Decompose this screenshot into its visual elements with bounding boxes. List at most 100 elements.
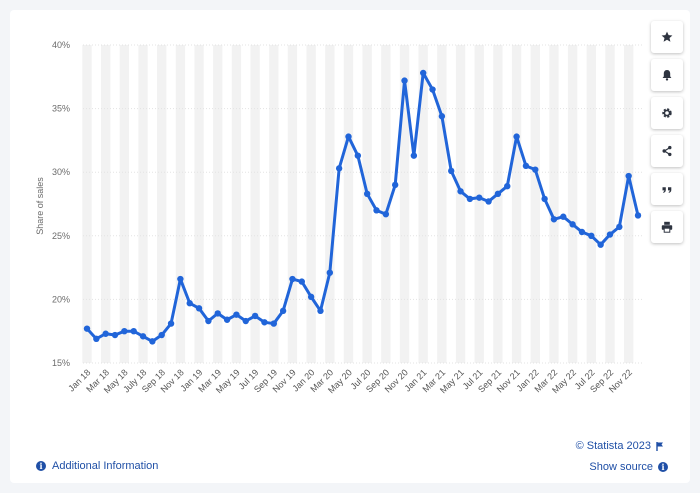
data-point[interactable] (560, 213, 567, 220)
data-point[interactable] (532, 166, 539, 173)
data-point[interactable] (270, 320, 277, 327)
data-point[interactable] (186, 300, 193, 307)
data-point[interactable] (485, 198, 492, 205)
data-point[interactable] (616, 223, 623, 231)
chart-toolbar (651, 21, 683, 249)
data-point[interactable] (578, 228, 586, 236)
data-point[interactable] (569, 221, 576, 228)
data-point[interactable] (111, 331, 119, 339)
data-point[interactable] (205, 317, 212, 325)
data-point[interactable] (195, 305, 203, 312)
data-point[interactable] (326, 269, 334, 276)
data-point[interactable] (261, 319, 268, 326)
data-point[interactable] (448, 167, 455, 175)
data-point[interactable] (373, 207, 380, 214)
data-point[interactable] (606, 231, 614, 238)
print-button[interactable] (651, 211, 683, 243)
data-point[interactable] (476, 194, 483, 201)
data-point[interactable] (345, 133, 352, 140)
data-point[interactable] (429, 86, 436, 93)
column-band (119, 45, 130, 363)
data-point[interactable] (279, 307, 287, 315)
column-band (493, 45, 503, 363)
y-tick-label: 40% (52, 40, 70, 50)
data-point[interactable] (382, 210, 390, 218)
data-point[interactable] (242, 317, 249, 325)
data-point[interactable] (522, 162, 530, 170)
column-band (306, 45, 316, 363)
column-band (474, 45, 484, 363)
data-point[interactable] (625, 172, 632, 180)
data-point[interactable] (289, 275, 296, 283)
data-point[interactable] (317, 307, 324, 315)
data-point[interactable] (223, 316, 231, 323)
chart-card: 15% 20% 25% 30% 35% 40% Share of sales Jan 18… (10, 10, 690, 483)
data-point[interactable] (158, 331, 165, 339)
data-point[interactable] (466, 195, 474, 203)
data-point[interactable] (102, 330, 109, 337)
data-point[interactable] (438, 113, 446, 120)
data-point[interactable] (139, 333, 147, 340)
column-band (250, 45, 260, 363)
notification-button[interactable] (651, 59, 683, 91)
column-band (138, 45, 148, 363)
y-tick-label: 20% (52, 294, 70, 304)
data-point[interactable] (597, 241, 604, 248)
info-icon: i (36, 461, 46, 471)
copyright[interactable]: © Statista 2023 (576, 440, 664, 452)
favorite-button[interactable] (651, 21, 683, 53)
additional-information-link[interactable]: i Additional Information (36, 460, 158, 472)
column-band (325, 45, 335, 363)
column-band (157, 45, 167, 363)
data-point[interactable] (298, 278, 305, 285)
data-point[interactable] (550, 216, 558, 223)
data-point[interactable] (513, 133, 520, 140)
data-point[interactable] (177, 275, 184, 283)
data-point[interactable] (83, 325, 91, 332)
data-point[interactable] (214, 310, 221, 317)
column-band (605, 45, 615, 363)
y-tick-label: 25% (52, 231, 70, 241)
data-point[interactable] (307, 293, 315, 301)
data-point[interactable] (588, 232, 595, 239)
data-point[interactable] (420, 69, 427, 77)
cite-button[interactable] (651, 173, 683, 205)
data-point[interactable] (410, 152, 418, 159)
settings-button[interactable] (651, 97, 683, 129)
column-band (82, 45, 92, 363)
data-point[interactable] (363, 190, 371, 198)
column-band (399, 45, 410, 363)
data-point[interactable] (149, 338, 156, 345)
y-tick-label: 15% (52, 358, 70, 368)
data-point[interactable] (391, 181, 399, 189)
data-point[interactable] (121, 328, 128, 335)
column-band (549, 45, 559, 363)
column-band (343, 45, 354, 363)
column-band (437, 45, 447, 363)
data-point[interactable] (335, 165, 343, 172)
show-source-link[interactable]: Show source i (589, 461, 668, 473)
data-point[interactable] (401, 77, 408, 84)
data-point[interactable] (251, 312, 259, 320)
column-band (381, 45, 391, 363)
column-band (362, 45, 372, 363)
data-point[interactable] (354, 152, 362, 159)
data-point[interactable] (233, 311, 240, 318)
show-source-label: Show source (589, 461, 653, 473)
data-point[interactable] (541, 195, 548, 203)
share-button[interactable] (651, 135, 683, 167)
data-point[interactable] (93, 335, 100, 343)
data-point[interactable] (634, 212, 642, 219)
copyright-text: © Statista 2023 (575, 440, 651, 452)
column-band (213, 45, 223, 363)
data-point[interactable] (504, 182, 511, 190)
column-band (101, 45, 111, 363)
y-axis-label: Share of sales (35, 177, 45, 235)
column-band (511, 45, 522, 363)
data-point[interactable] (494, 190, 502, 198)
column-band (418, 45, 428, 363)
data-point[interactable] (130, 328, 137, 335)
data-point[interactable] (457, 188, 464, 195)
data-point[interactable] (167, 320, 175, 327)
